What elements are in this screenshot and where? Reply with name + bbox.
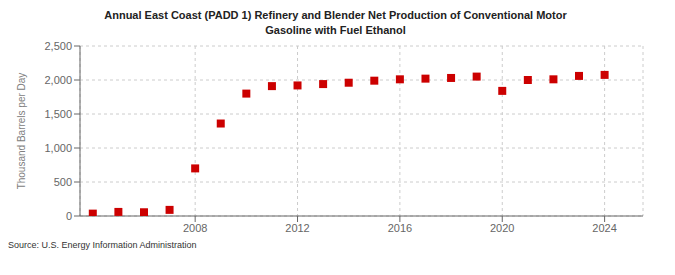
svg-text:2024: 2024 (592, 222, 616, 234)
svg-text:2,500: 2,500 (44, 40, 72, 52)
svg-text:2016: 2016 (388, 222, 412, 234)
svg-text:2020: 2020 (490, 222, 514, 234)
svg-text:0: 0 (66, 210, 72, 222)
svg-text:500: 500 (54, 176, 72, 188)
svg-text:2,000: 2,000 (44, 74, 72, 86)
svg-text:1,000: 1,000 (44, 142, 72, 154)
svg-text:1,500: 1,500 (44, 108, 72, 120)
html-text:Annual East Coast (PADD 1) Ref: Annual East Coast (PADD 1) Refinery and … (104, 9, 567, 21)
svg-text:2012: 2012 (285, 222, 309, 234)
html-text:Gasoline with Fuel Ethanol: Gasoline with Fuel Ethanol (265, 24, 406, 36)
html-text:Source: U.S. Energy Informatio: Source: U.S. Energy Information Administ… (8, 240, 197, 250)
svg-text:2008: 2008 (183, 222, 207, 234)
svg-text:Thousand Barrels per Day: Thousand Barrels per Day (16, 73, 27, 190)
